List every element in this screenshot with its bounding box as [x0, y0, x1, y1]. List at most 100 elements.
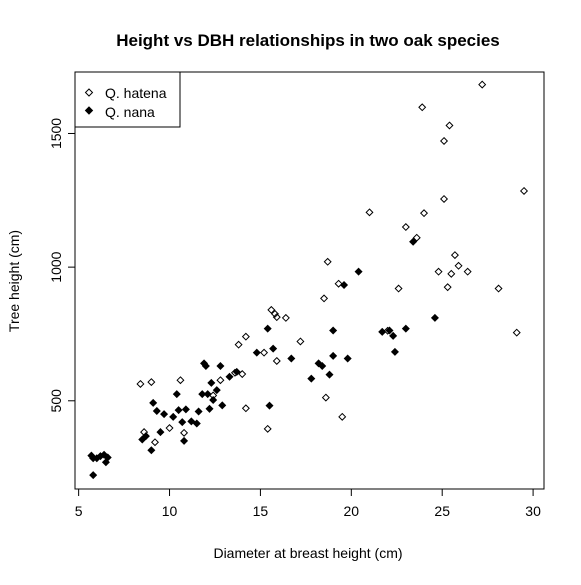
x-axis-label: Diameter at breast height (cm) [213, 545, 402, 561]
plot-frame [74, 71, 545, 490]
x-tick-label: 5 [75, 503, 83, 519]
data-point-q-nana [205, 404, 214, 413]
data-point-q-hatena [147, 378, 156, 387]
data-point-q-nana [389, 331, 398, 340]
data-point-q-nana [174, 406, 183, 415]
data-point-q-hatena [272, 313, 281, 322]
data-point-q-hatena [241, 404, 250, 413]
data-point-q-hatena [450, 251, 459, 260]
y-axis: 500 1000 1500 [48, 118, 75, 413]
data-point-q-nana [378, 327, 387, 336]
data-point-q-hatena [494, 284, 503, 293]
data-point-q-hatena [323, 257, 332, 266]
data-point-q-nana [149, 398, 158, 407]
data-point-q-hatena [150, 438, 159, 447]
legend-marker-q-nana [84, 106, 94, 115]
data-point-q-hatena [241, 332, 250, 341]
data-point-q-nana [218, 401, 227, 410]
data-point-q-hatena [412, 233, 421, 242]
data-point-q-nana [307, 374, 316, 383]
data-point-q-nana [181, 405, 190, 414]
x-tick-label: 25 [434, 503, 450, 519]
data-point-q-nana [390, 347, 399, 356]
data-point-q-hatena [238, 370, 247, 379]
y-tick-label: 500 [48, 389, 64, 413]
data-point-q-hatena [447, 269, 456, 278]
legend: Q. hatena Q. nana [74, 71, 181, 128]
x-tick-label: 20 [344, 503, 360, 519]
data-point-q-hatena [234, 340, 243, 349]
legend-box [74, 71, 181, 128]
data-point-q-hatena [320, 294, 329, 303]
data-point-q-nana [201, 362, 210, 371]
data-point-q-nana [160, 410, 169, 419]
data-point-q-hatena [272, 356, 281, 365]
data-point-q-hatena [434, 267, 443, 276]
data-point-q-nana [329, 326, 338, 335]
data-point-q-nana [225, 372, 234, 381]
data-point-q-hatena [445, 121, 454, 130]
data-point-q-nana [152, 406, 161, 415]
data-point-q-hatena [296, 337, 305, 346]
data-point-q-hatena [260, 348, 269, 357]
x-tick-label: 15 [253, 503, 269, 519]
data-point-q-nana [100, 450, 109, 459]
data-point-q-nana [212, 386, 221, 395]
chart-title: Height vs DBH relationships in two oak s… [116, 31, 500, 50]
data-point-q-hatena [334, 279, 343, 288]
data-point-q-hatena [365, 208, 374, 217]
data-point-q-nana [318, 362, 327, 371]
data-point-q-hatena [443, 283, 452, 292]
data-point-q-hatena [281, 313, 290, 322]
y-tick-label: 1500 [48, 118, 64, 149]
data-point-q-nana [180, 436, 189, 445]
data-point-q-nana [401, 324, 410, 333]
data-point-q-hatena [420, 209, 429, 218]
x-tick-label: 30 [525, 503, 541, 519]
data-point-q-nana [269, 344, 278, 353]
data-point-q-nana [207, 378, 216, 387]
data-point-q-hatena [440, 136, 449, 145]
data-point-q-hatena [454, 261, 463, 270]
data-point-q-hatena [136, 379, 145, 388]
data-point-q-hatena [267, 305, 276, 314]
data-point-q-nana [103, 453, 112, 462]
data-point-q-nana [172, 390, 181, 399]
legend-label-q-hatena: Q. hatena [105, 85, 167, 101]
x-tick-label: 10 [162, 503, 178, 519]
data-point-q-hatena [216, 376, 225, 385]
data-point-q-hatena [512, 328, 521, 337]
data-point-q-nana [209, 395, 218, 404]
data-point-q-nana [265, 401, 274, 410]
data-point-q-nana [232, 367, 241, 376]
data-point-q-hatena [321, 393, 330, 402]
data-point-q-hatena [165, 424, 174, 433]
data-point-q-hatena [263, 424, 272, 433]
data-point-q-hatena [418, 103, 427, 112]
data-points [87, 80, 529, 480]
data-point-q-nana [141, 432, 150, 441]
data-point-q-hatena [440, 194, 449, 203]
data-point-q-nana [198, 390, 207, 399]
y-axis-label: Tree height (cm) [6, 230, 22, 332]
data-point-q-hatena [401, 223, 410, 232]
data-point-q-nana [178, 418, 187, 427]
data-point-q-nana [409, 237, 418, 246]
data-point-q-nana [187, 417, 196, 426]
data-point-q-hatena [176, 376, 185, 385]
data-point-q-hatena [463, 267, 472, 276]
data-point-q-nana [287, 354, 296, 363]
data-point-q-nana [192, 419, 201, 428]
data-point-q-nana [340, 281, 349, 290]
data-point-q-nana [325, 370, 334, 379]
data-point-q-nana [430, 313, 439, 322]
data-point-q-nana [147, 446, 156, 455]
data-point-q-hatena [394, 284, 403, 293]
y-tick-label: 1000 [48, 251, 64, 282]
data-point-q-nana [343, 354, 352, 363]
x-axis: 5 10 15 20 25 30 [75, 489, 541, 519]
data-point-q-nana [203, 390, 212, 399]
legend-marker-q-hatena [84, 88, 94, 97]
data-point-q-nana [156, 428, 165, 437]
